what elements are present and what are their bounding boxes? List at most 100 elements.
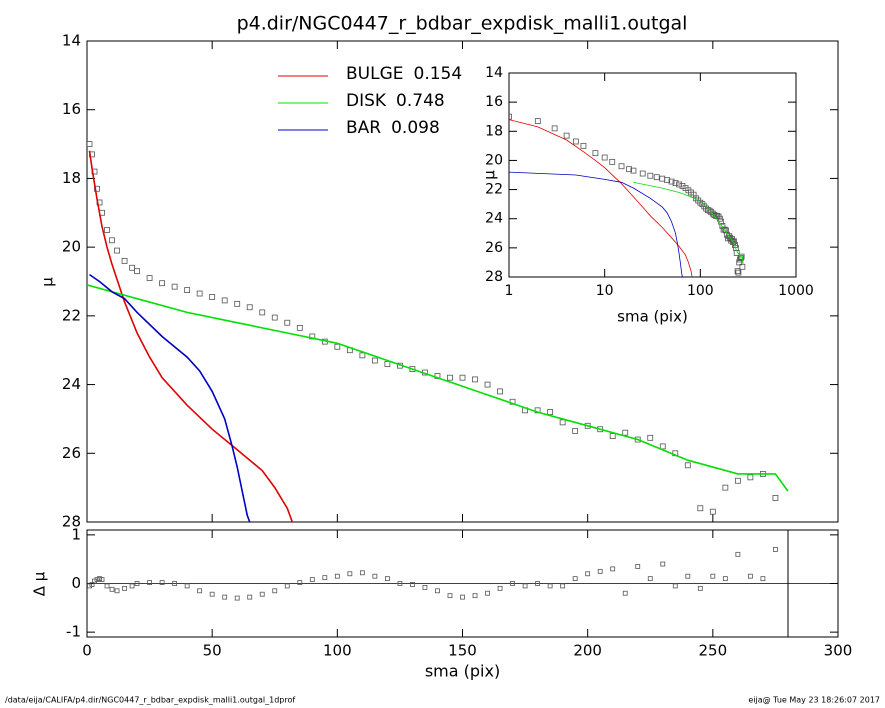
data-point xyxy=(246,304,253,311)
footer-stamp: eija@ Tue May 23 18:26:07 2017 xyxy=(748,696,880,705)
data-point xyxy=(87,141,93,147)
residual-point xyxy=(234,595,240,601)
data-point xyxy=(171,283,178,290)
residual-point xyxy=(209,591,215,597)
model-line xyxy=(88,150,294,522)
data-point xyxy=(684,462,691,469)
series xyxy=(87,141,779,515)
data-point xyxy=(563,132,570,139)
residual-point xyxy=(735,551,741,557)
y-tick-label: 1 xyxy=(71,525,81,543)
residual-points xyxy=(87,547,778,601)
y-tick-label: 28 xyxy=(62,513,81,531)
residual-point xyxy=(309,577,315,583)
data-point xyxy=(572,138,579,145)
residual-point xyxy=(347,571,353,577)
data-point xyxy=(622,429,629,436)
legend-label: DISK xyxy=(346,91,387,111)
y-tick-label: -1 xyxy=(66,623,81,641)
data-point xyxy=(159,280,166,287)
data-point xyxy=(653,174,660,181)
data-point xyxy=(626,166,632,173)
residual-point xyxy=(622,590,628,596)
x-tick-label: 150 xyxy=(448,642,477,660)
footer-path: /data/eija/CALIFA/p4.dir/NGC0447_r_bdbar… xyxy=(5,696,295,705)
data-point xyxy=(146,275,153,281)
data-point xyxy=(639,170,646,177)
x-tick-label: 300 xyxy=(824,642,853,660)
x-tick-label: 100 xyxy=(687,283,714,299)
residual-point xyxy=(92,578,97,584)
data-point xyxy=(121,257,128,264)
data-point xyxy=(94,185,100,192)
x-axis-label: sma (pix) xyxy=(617,308,688,326)
residual-point xyxy=(422,584,428,590)
x-tick-label: 1 xyxy=(505,283,514,299)
residual-point xyxy=(522,583,528,589)
data-point xyxy=(271,314,278,321)
residual-point xyxy=(384,576,390,582)
residual-point xyxy=(610,566,616,572)
data-point xyxy=(697,199,704,206)
data-point xyxy=(727,234,734,241)
data-point xyxy=(676,181,683,188)
data-point xyxy=(534,118,541,124)
residual-point xyxy=(560,583,566,589)
data-point xyxy=(572,428,579,434)
residual-point xyxy=(760,576,766,582)
y-tick-label: 14 xyxy=(485,65,503,81)
data-point xyxy=(196,290,203,297)
x-tick-label: 250 xyxy=(699,642,728,660)
y-axis-label: Δ μ xyxy=(31,571,49,596)
residual-point xyxy=(159,580,165,585)
data-point xyxy=(747,474,754,481)
data-point xyxy=(708,209,715,216)
data-point xyxy=(697,505,704,512)
chart-title: p4.dir/NGC0447_r_bdbar_expdisk_malli1.ou… xyxy=(237,13,688,35)
data-point xyxy=(234,300,241,307)
residual-point xyxy=(94,577,100,583)
model-line xyxy=(509,171,683,277)
residual-point xyxy=(647,576,653,582)
model-line xyxy=(509,119,693,277)
data-point xyxy=(668,178,675,185)
x-tick-label: 100 xyxy=(323,642,352,660)
residual-point xyxy=(722,576,728,582)
residual-point xyxy=(129,583,135,589)
data-point xyxy=(601,154,608,161)
residual-point xyxy=(122,585,127,591)
residual-point xyxy=(635,564,641,569)
data-point xyxy=(659,443,666,450)
x-tick-label: 50 xyxy=(203,642,222,660)
y-tick-label: 18 xyxy=(485,123,503,139)
data-point xyxy=(134,268,140,275)
residual-point xyxy=(585,571,591,577)
residual-point xyxy=(435,588,440,594)
residual-point xyxy=(222,594,228,600)
data-point xyxy=(737,255,744,261)
residual-point xyxy=(89,582,95,587)
data-point xyxy=(618,163,625,170)
data-point xyxy=(497,388,503,395)
residual-point xyxy=(497,585,503,591)
y-tick-label: 18 xyxy=(62,169,81,187)
residual-point xyxy=(359,570,365,576)
data-point xyxy=(647,434,654,441)
data-point xyxy=(716,215,723,222)
data-point xyxy=(734,477,741,484)
data-point xyxy=(592,150,599,157)
residual-point xyxy=(372,573,378,579)
y-tick-label: 28 xyxy=(485,269,503,285)
residual-point xyxy=(660,561,666,567)
residual-point xyxy=(572,576,578,582)
data-point xyxy=(447,374,453,381)
residual-point xyxy=(485,590,490,596)
residual-point xyxy=(685,573,691,579)
data-point xyxy=(722,484,729,491)
residual-point xyxy=(535,581,540,586)
series xyxy=(633,181,744,264)
data-point xyxy=(559,419,566,426)
residual-point xyxy=(697,585,703,591)
y-tick-label: 0 xyxy=(71,574,81,592)
data-point xyxy=(551,125,558,132)
